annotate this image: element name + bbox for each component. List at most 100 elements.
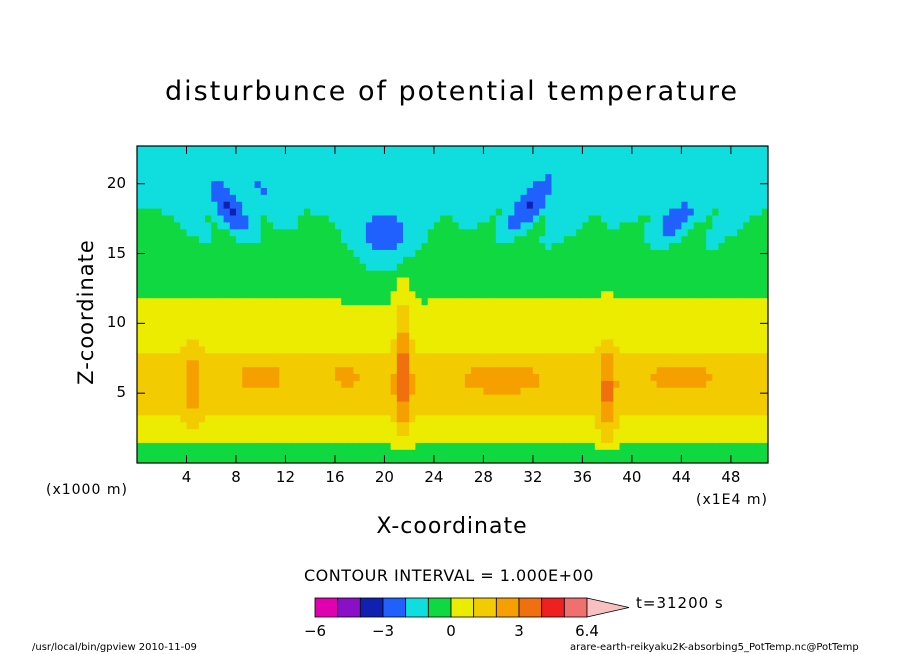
field-cell — [403, 276, 410, 285]
field-cell — [743, 435, 751, 443]
field-cell — [297, 414, 305, 423]
field-cell — [755, 173, 763, 182]
field-cell — [718, 352, 726, 361]
field-cell — [675, 304, 682, 312]
field-cell — [755, 235, 763, 244]
field-cell — [378, 146, 386, 154]
field-cell — [464, 435, 472, 443]
field-cell — [452, 400, 460, 409]
field-cell — [508, 249, 515, 257]
field-cell — [248, 276, 256, 285]
field-cell — [205, 221, 212, 230]
field-cell — [687, 338, 695, 347]
field-cell — [446, 166, 454, 175]
field-cell — [471, 318, 478, 326]
field-cell — [563, 304, 571, 312]
field-cell — [365, 297, 373, 306]
field-cell — [471, 435, 478, 443]
field-cell — [662, 449, 670, 457]
field-cell — [675, 276, 682, 285]
field-cell — [761, 235, 768, 244]
field-cell — [223, 283, 231, 292]
field-cell — [706, 221, 713, 230]
field-cell — [211, 311, 219, 319]
field-cell — [229, 180, 237, 188]
field-cell — [594, 318, 602, 326]
field-cell — [755, 146, 763, 154]
field-cell — [526, 180, 534, 188]
field-cell — [749, 435, 757, 443]
field-cell — [625, 407, 633, 416]
field-cell — [539, 152, 546, 161]
field-cell — [687, 214, 695, 223]
field-cell — [415, 407, 423, 416]
field-cell — [334, 318, 342, 326]
field-cell — [576, 187, 584, 195]
field-cell — [322, 263, 330, 271]
field-cell — [526, 235, 534, 244]
field-cell — [403, 366, 410, 375]
field-cell — [409, 187, 416, 195]
field-cell — [724, 187, 732, 195]
field-cell — [353, 352, 361, 361]
field-cell — [644, 187, 652, 195]
field-cell — [260, 194, 268, 202]
field-cell — [242, 318, 249, 326]
field-cell — [539, 394, 546, 402]
field-cell — [304, 373, 311, 381]
field-cell — [582, 159, 590, 168]
field-cell — [631, 325, 639, 333]
field-cell — [532, 276, 540, 285]
field-cell — [761, 414, 768, 423]
field-cell — [687, 146, 695, 154]
field-cell — [712, 373, 720, 381]
field-cell — [483, 283, 491, 292]
field-cell — [761, 297, 768, 306]
field-cell — [304, 270, 311, 278]
field-cell — [687, 428, 695, 437]
field-cell — [669, 435, 676, 443]
field-cell — [149, 214, 157, 223]
field-cell — [477, 387, 485, 395]
field-cell — [143, 152, 150, 161]
field-cell — [675, 359, 682, 368]
field-cell — [712, 263, 720, 271]
field-cell — [594, 380, 602, 388]
field-cell — [180, 345, 188, 354]
field-cell — [477, 283, 485, 292]
field-cell — [372, 263, 379, 271]
field-cell — [254, 235, 262, 244]
field-cell — [143, 194, 150, 202]
field-cell — [440, 228, 447, 237]
field-cell — [749, 235, 757, 244]
field-cell — [328, 180, 336, 188]
field-cell — [328, 249, 336, 257]
field-cell — [217, 214, 225, 223]
field-cell — [489, 242, 497, 250]
field-cell — [755, 166, 763, 175]
field-cell — [458, 407, 466, 416]
field-cell — [699, 428, 707, 437]
field-cell — [180, 187, 188, 195]
field-cell — [730, 297, 738, 306]
field-cell — [526, 146, 534, 154]
field-cell — [613, 442, 621, 450]
field-cell — [600, 414, 608, 423]
field-cell — [347, 235, 355, 244]
field-cell — [712, 449, 720, 457]
field-cell — [446, 228, 454, 237]
field-cell — [427, 263, 435, 271]
field-cell — [279, 173, 287, 182]
field-cell — [458, 359, 466, 368]
field-cell — [143, 400, 150, 409]
field-cell — [551, 276, 559, 285]
field-cell — [334, 345, 342, 354]
field-cell — [155, 263, 163, 271]
field-cell — [730, 318, 738, 326]
field-cell — [217, 256, 225, 264]
field-cell — [662, 435, 670, 443]
field-cell — [347, 180, 355, 188]
field-cell — [235, 249, 243, 257]
field-cell — [310, 311, 318, 319]
field-cell — [699, 228, 707, 237]
